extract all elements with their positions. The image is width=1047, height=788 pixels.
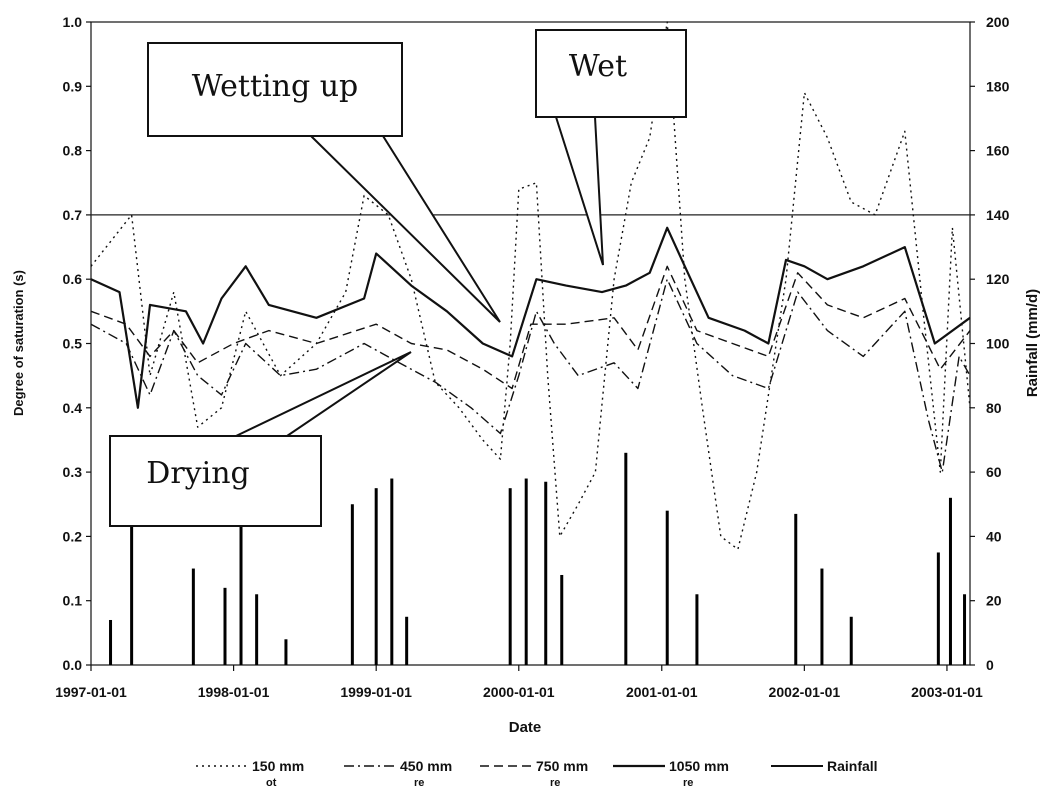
y-right-tick-label-2: 40	[986, 528, 1002, 544]
series-line-3	[90, 226, 971, 409]
rainfall-bar-18	[794, 513, 798, 665]
series-line-2	[90, 265, 971, 390]
legend-label-1: 450 mm	[400, 758, 452, 774]
callout-wet: Wet	[535, 29, 687, 266]
y-left-tick-label-2: 0.2	[63, 528, 83, 544]
x-tick-label-4: 2001-01-01	[626, 684, 698, 700]
legend-label-4: Rainfall	[827, 758, 878, 774]
rainfall-bar-10	[405, 616, 409, 665]
rainfall-bar-8	[374, 488, 378, 665]
rainfall-bar-0	[109, 619, 113, 665]
y-left-tick-label-9: 0.9	[63, 78, 83, 94]
callout-text-wetting-up: Wetting up	[192, 69, 358, 104]
y-left-tick-label-1: 0.1	[63, 593, 83, 609]
y-right-tick-label-10: 200	[986, 14, 1010, 30]
x-tick-label-1: 1998-01-01	[198, 684, 270, 700]
annotation-callouts: Wetting up Wet Drying	[109, 29, 687, 527]
y-right-tick-label-7: 140	[986, 207, 1010, 223]
y-left-tick-label-3: 0.3	[63, 464, 83, 480]
y-right-tick-label-4: 80	[986, 400, 1002, 416]
callout-wetting-up: Wetting up	[147, 42, 501, 323]
x-tick-label-0: 1997-01-01	[55, 684, 127, 700]
legend-label-3: 1050 mm	[669, 758, 729, 774]
x-tick-label-5: 2002-01-01	[769, 684, 841, 700]
y-right-tick-label-5: 100	[986, 336, 1010, 352]
y-left-tick-label-0: 0.0	[63, 657, 83, 673]
rainfall-bar-11	[508, 488, 512, 665]
rainfall-bar-5	[255, 594, 259, 665]
y-axis-left-title: Degree of saturation (s)	[11, 270, 26, 416]
series-line-0	[90, 21, 971, 550]
rainfall-bar-9	[390, 478, 394, 665]
y-right-tick-label-1: 20	[986, 593, 1002, 609]
legend-sublabel-0: ot	[266, 777, 277, 788]
rainfall-bar-19	[820, 568, 824, 665]
legend-label-2: 750 mm	[536, 758, 588, 774]
callout-text-drying: Drying	[146, 456, 249, 491]
rainfall-bar-17	[695, 594, 699, 665]
x-tick-label-6: 2003-01-01	[911, 684, 983, 700]
y-left-tick-label-4: 0.4	[63, 400, 83, 416]
rainfall-bars	[109, 446, 967, 665]
y-left-tick-label-10: 1.0	[63, 14, 83, 30]
rainfall-bar-6	[284, 639, 288, 665]
rainfall-bar-22	[948, 497, 952, 665]
legend-sublabel-2: re	[550, 777, 560, 788]
rainfall-bar-2	[191, 568, 195, 665]
y-left-tick-label-5: 0.5	[63, 336, 83, 352]
rainfall-bar-4	[239, 459, 243, 665]
y-right-tick-label-3: 60	[986, 464, 1002, 480]
rainfall-bar-7	[350, 504, 354, 665]
callout-drying: Drying	[109, 351, 412, 527]
rainfall-bar-13	[544, 481, 548, 665]
rainfall-bar-15	[624, 452, 628, 665]
y-left-tick-label-8: 0.8	[63, 143, 83, 159]
y-right-tick-label-0: 0	[986, 657, 994, 673]
y-left-tick-label-6: 0.6	[63, 271, 83, 287]
rainfall-bar-12	[524, 478, 528, 665]
rainfall-bar-21	[936, 552, 940, 665]
legend-label-0: 150 mm	[252, 758, 304, 774]
rainfall-bar-20	[849, 616, 853, 665]
y-right-tick-label-6: 120	[986, 271, 1010, 287]
rainfall-bar-3	[223, 587, 227, 665]
saturation-series	[90, 21, 971, 550]
x-tick-label-2: 1999-01-01	[340, 684, 412, 700]
callout-text-wet: Wet	[569, 49, 627, 84]
y-left-tick-label-7: 0.7	[63, 207, 83, 223]
x-axis-title: Date	[509, 719, 542, 736]
legend: 150 mm ot 450 mm re 750 mm re 1050 mm re Rainfal…	[196, 758, 878, 788]
legend-sublabel-1: re	[414, 777, 424, 788]
legend-sublabel-3: re	[683, 777, 693, 788]
rainfall-bar-16	[665, 510, 669, 665]
axes: 0.0 0.1 0.2 0.3 0.4 0.5 0.6 0.7 0.8 0.9 1.0 0 20 40 60…	[55, 14, 1009, 700]
rainfall-bar-14	[560, 574, 564, 665]
y-right-tick-label-9: 180	[986, 78, 1010, 94]
rainfall-bar-23	[963, 594, 967, 665]
y-right-tick-label-8: 160	[986, 143, 1010, 159]
x-tick-label-3: 2000-01-01	[483, 684, 555, 700]
y-axis-right-title: Rainfall (mm/d)	[1024, 289, 1041, 397]
rainfall-bar-1	[130, 446, 134, 665]
